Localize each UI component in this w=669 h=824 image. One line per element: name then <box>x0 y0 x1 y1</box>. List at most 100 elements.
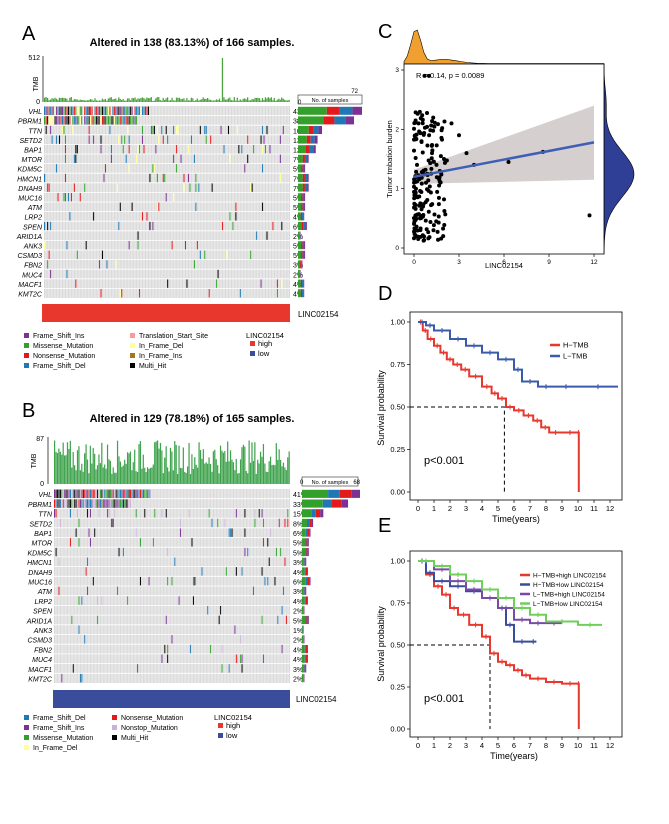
mutation-cell <box>73 154 75 163</box>
panel-b-title: Altered in 129 (78.18%) of 165 samples. <box>90 413 295 425</box>
tmb-bar <box>204 98 206 102</box>
mutation-cell <box>76 106 78 115</box>
mutation-cell <box>251 183 253 192</box>
tmb-bar <box>165 98 167 102</box>
tmb-bar <box>183 98 185 102</box>
mutation-cell <box>228 664 230 673</box>
mutation-cell <box>111 518 113 528</box>
mutation-cell <box>131 106 133 115</box>
count-bar-ttn <box>318 126 322 134</box>
scatter-point <box>412 121 417 126</box>
count-bar-macf1 <box>300 279 303 288</box>
scatter-point <box>436 202 441 207</box>
mutation-cell <box>92 135 95 144</box>
tmb-bar <box>145 472 147 484</box>
tmb-bar <box>249 100 252 102</box>
scatter-point <box>420 121 425 126</box>
tmb-bar <box>276 99 278 102</box>
tmb-bar <box>201 99 203 102</box>
mutation-cell <box>122 116 124 125</box>
mutation-cell <box>279 547 282 557</box>
scatter-point <box>431 223 436 228</box>
mutation-cell <box>186 279 188 288</box>
mutation-cell <box>109 489 112 499</box>
count-bar-bap1 <box>307 528 310 537</box>
percent-label-kmt2c: 2% <box>293 677 303 684</box>
count-bar-kmt2c <box>300 289 303 298</box>
tmb-bar <box>118 97 120 102</box>
mutation-cell <box>112 489 114 499</box>
mutation-cell <box>187 173 190 183</box>
gene-label-pbrm1: PBRM1 <box>18 119 42 126</box>
count-bar-muc16 <box>307 577 310 586</box>
tmb-bar <box>166 467 169 484</box>
legend-label-1: L−TMB <box>563 352 587 361</box>
count-bar-ttn <box>311 509 316 518</box>
count-bar-atm <box>298 202 302 211</box>
tmb-bar <box>254 97 256 102</box>
mutation-cell <box>79 193 81 202</box>
count-bar-macf1 <box>303 664 305 673</box>
tmb-bar <box>74 465 76 484</box>
tmb-bar <box>288 451 290 484</box>
tmb-bar <box>122 465 124 484</box>
tmb-bar <box>234 470 236 484</box>
mutation-cell <box>58 557 60 566</box>
x-tick-label: 3 <box>464 504 468 513</box>
mutation-cell <box>85 567 87 576</box>
scatter-point <box>437 183 442 188</box>
scatter-point <box>442 197 447 202</box>
scatter-point <box>412 229 417 234</box>
scatter-point <box>413 217 418 222</box>
tmb-bar <box>174 100 176 102</box>
tmb-bar <box>242 98 244 102</box>
mutation-cell <box>82 489 84 499</box>
mutation-cell <box>76 489 79 499</box>
tmb-bar <box>279 460 282 484</box>
mutation-cell <box>65 489 67 499</box>
tmb-bar <box>55 98 58 102</box>
tmb-bar <box>115 98 117 102</box>
count-bar-dnah9 <box>307 183 309 192</box>
mutation-cell <box>56 489 59 499</box>
scatter-point <box>432 124 437 129</box>
legend-label-in_frame_ins: In_Frame_Ins <box>139 353 183 360</box>
mutation-cell <box>109 106 111 115</box>
mutation-cell <box>110 106 113 115</box>
count-bar-csmd3 <box>302 250 305 259</box>
mutation-cell <box>128 499 130 508</box>
panel-c-stat: R = 0.14, p = 0.0089 <box>416 71 484 80</box>
gene-label-mtor: MTOR <box>22 157 42 164</box>
mutation-cell <box>231 528 233 537</box>
mutation-cell <box>64 135 67 144</box>
mutation-cell <box>110 154 113 163</box>
tmb-bar <box>161 450 163 484</box>
count-bar-hmcn1 <box>303 557 305 566</box>
mutation-cell <box>116 499 119 508</box>
mutation-cell <box>81 673 83 683</box>
count-bar-kdm5c <box>298 164 302 173</box>
mutation-cell <box>84 116 86 125</box>
mutation-cell <box>115 489 117 499</box>
mutation-cell <box>166 654 169 663</box>
panel-c-xlabel: LINC02154 <box>485 261 523 270</box>
legend-label-nonstop_mutation: Nonstop_Mutation <box>121 725 178 732</box>
legend-swatch-low <box>218 733 223 738</box>
mutation-cell <box>78 538 80 547</box>
tmb-bar <box>91 463 93 484</box>
tmb-bar <box>219 445 222 484</box>
count-bar-spen <box>302 222 304 230</box>
mutation-cell <box>152 221 154 231</box>
scatter-point <box>427 235 432 240</box>
mutation-cell <box>48 106 50 115</box>
mutation-cell <box>150 125 153 135</box>
tmb-bar <box>72 100 74 102</box>
mutation-cell <box>102 499 104 508</box>
mutation-cell <box>54 106 56 115</box>
count-bar-spen <box>305 222 307 230</box>
mutation-cell <box>208 509 210 518</box>
mutation-cell <box>228 528 230 537</box>
panel-b-tmb-tick-max: 87 <box>36 436 44 443</box>
tmb-bar <box>270 97 272 102</box>
mutation-cell <box>84 499 86 508</box>
